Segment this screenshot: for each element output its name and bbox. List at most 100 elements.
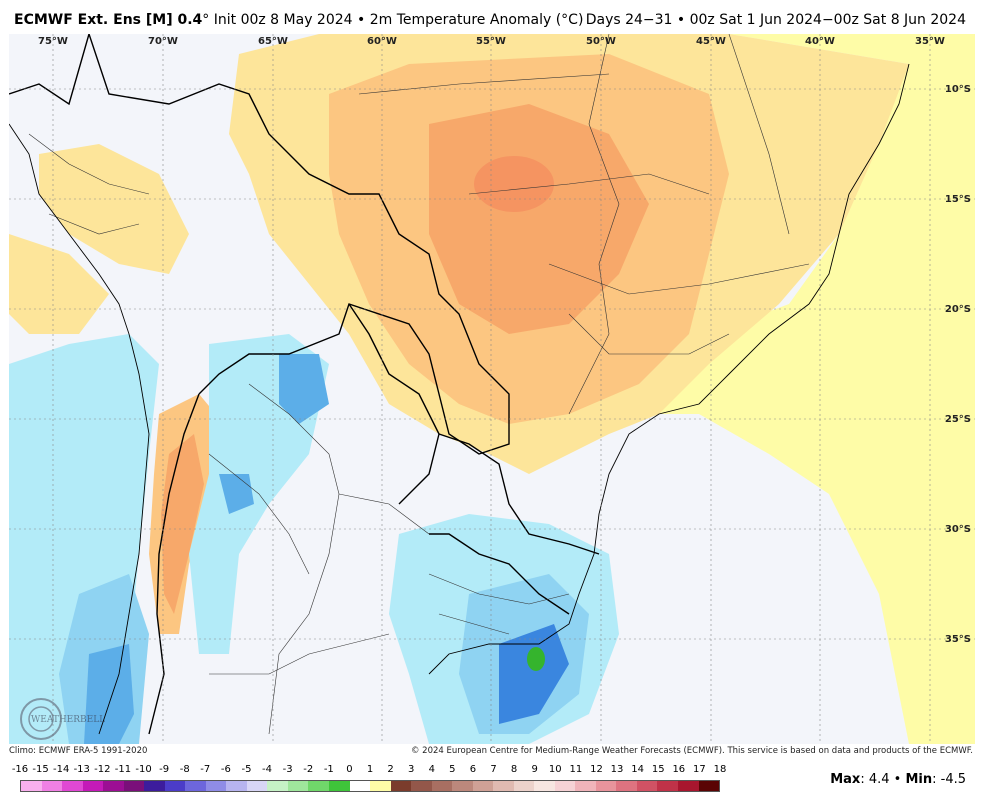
valid-period: Days 24−31 • 00z Sat 1 Jun 2024−00z Sat …: [585, 12, 966, 28]
max-label: Max: [830, 772, 861, 787]
scale-swatch: [185, 781, 206, 791]
andes-cool-spot: [219, 474, 254, 514]
scale-swatch: [82, 781, 104, 791]
scale-swatch: [575, 781, 596, 791]
scale-swatch: [411, 781, 432, 791]
scale-swatch: [595, 781, 617, 791]
scale-swatch: [493, 781, 514, 791]
variable-name: 2m Temperature Anomaly (°C): [369, 12, 584, 28]
scale-label: 8: [510, 764, 518, 775]
lon-label-50w: 50°W: [586, 36, 616, 47]
scale-swatch: [205, 781, 227, 791]
scale-swatch: [390, 781, 412, 791]
state-borders: [28, 34, 810, 735]
scale-label: -10: [135, 764, 152, 775]
country-borders: [9, 34, 600, 735]
scale-label: 13: [610, 764, 624, 775]
min-label: Min: [905, 772, 933, 787]
pacific-coastline: [9, 123, 150, 735]
min-value: : -4.5: [932, 772, 966, 787]
lat-label-35s: 35°S: [945, 634, 971, 645]
scale-swatch: [370, 781, 391, 791]
scale-label: -11: [114, 764, 132, 775]
scale-label: 15: [651, 764, 665, 775]
scale-swatch: [62, 781, 83, 791]
scale-swatches: [20, 780, 720, 792]
south-atlantic-cool-strong: [499, 624, 569, 724]
scale-label: 0: [346, 764, 353, 775]
scale-label: -1: [323, 764, 334, 775]
lat-label-10s: 10°S: [945, 84, 971, 95]
scale-label: 12: [590, 764, 603, 775]
header-separator: •: [357, 12, 366, 28]
scale-swatch: [308, 781, 329, 791]
scale-label: 7: [490, 764, 497, 775]
south-chile-cool-strong: [84, 644, 134, 744]
scale-swatch: [513, 781, 535, 791]
scale-swatch: [616, 781, 637, 791]
scale-label: -6: [220, 764, 231, 775]
scale-swatch: [698, 781, 720, 791]
scale-label: -2: [303, 764, 314, 775]
scale-swatch: [328, 781, 350, 791]
scale-swatch: [657, 781, 678, 791]
lat-label-30s: 30°S: [945, 524, 971, 535]
scale-swatch: [41, 781, 63, 791]
scale-label: -9: [159, 764, 170, 775]
lon-label-35w: 35°W: [915, 36, 945, 47]
scale-label: 6: [469, 764, 477, 775]
scale-swatch: [123, 781, 145, 791]
scale-label: 17: [693, 764, 706, 775]
scale-label: -3: [282, 764, 293, 775]
scale-label: 18: [713, 764, 727, 775]
scale-swatch: [287, 781, 309, 791]
scale-label: -5: [241, 764, 252, 775]
scale-label: 5: [449, 764, 456, 775]
map-canvas: 75°W 70°W 65°W 60°W 55°W 50°W 45°W 40°W …: [9, 34, 975, 744]
brazil-warm-strong: [429, 104, 649, 334]
credits-bar: Climo: ECMWF ERA-5 1991-2020 © 2024 Euro…: [9, 744, 975, 758]
scale-label: 4: [428, 764, 435, 775]
scale-swatch: [452, 781, 473, 791]
scale-swatch: [21, 781, 42, 791]
max-min-summary: Max: 4.4 • Min: -4.5: [830, 772, 966, 787]
south-atlantic-green-cell: [527, 647, 545, 671]
scale-label: 16: [672, 764, 686, 775]
scale-swatch: [164, 781, 186, 791]
scale-label: 9: [531, 764, 538, 775]
scale-swatch: [349, 781, 371, 791]
lat-label-25s: 25°S: [945, 414, 971, 425]
scale-label: -15: [32, 764, 49, 775]
lon-label-55w: 55°W: [476, 36, 506, 47]
climo-note: Climo: ECMWF ERA-5 1991-2020: [9, 746, 148, 756]
northwest-warm-patch: [39, 144, 189, 274]
brazil-warm-peak: [474, 156, 554, 212]
scale-swatch: [472, 781, 494, 791]
atlantic-coastline: [428, 63, 910, 675]
scale-swatch: [431, 781, 453, 791]
lon-label-40w: 40°W: [805, 36, 835, 47]
degree-symbol: °: [202, 12, 210, 28]
lon-label-60w: 60°W: [367, 36, 397, 47]
copyright-note: © 2024 European Centre for Medium-Range …: [410, 746, 973, 756]
lon-label-65w: 65°W: [258, 36, 288, 47]
init-time: Init 00z 8 May 2024: [213, 12, 353, 28]
lon-label-45w: 45°W: [696, 36, 726, 47]
max-value: : 4.4: [860, 772, 890, 787]
scale-swatch: [554, 781, 576, 791]
lat-label-20s: 20°S: [945, 304, 971, 315]
scale-label: 3: [407, 764, 415, 775]
lon-label-70w: 70°W: [148, 36, 178, 47]
scale-label: -14: [53, 764, 70, 775]
summary-separator: •: [893, 772, 902, 787]
scale-label: 10: [548, 764, 562, 775]
scale-swatch: [103, 781, 124, 791]
scale-label: -7: [200, 764, 211, 775]
atlantic-warm-area: [649, 34, 975, 744]
anomaly-map[interactable]: 75°W 70°W 65°W 60°W 55°W 50°W 45°W 40°W …: [9, 34, 975, 744]
scale-label: -8: [179, 764, 190, 775]
model-name: ECMWF Ext. Ens [M] 0.4: [14, 12, 203, 28]
scale-swatch: [678, 781, 699, 791]
scale-label: 2: [387, 764, 394, 775]
scale-swatch: [534, 781, 555, 791]
